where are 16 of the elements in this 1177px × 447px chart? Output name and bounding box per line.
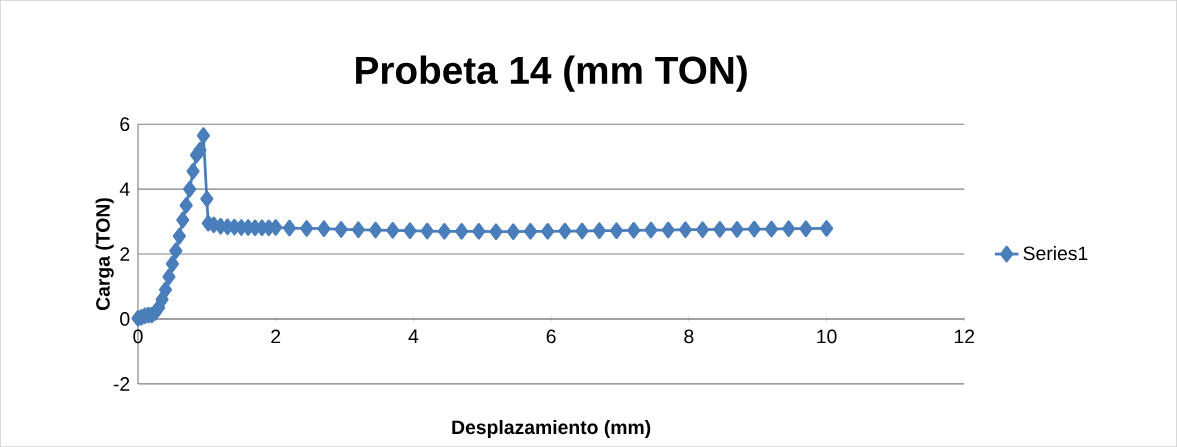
y-tick-label: 2	[120, 247, 130, 261]
y-tick-label: 0	[120, 312, 130, 326]
x-tick-label: 10	[817, 329, 837, 344]
y-tick-label: 4	[119, 182, 130, 196]
y-axis-title: Carga (TON)	[95, 198, 114, 311]
x-tick-label: 2	[271, 329, 281, 344]
x-tick-label: 8	[684, 329, 694, 344]
x-tick-label: 4	[408, 329, 419, 343]
y-tick-label: 6	[120, 117, 130, 132]
y-tick-label: -2	[113, 377, 130, 391]
x-tick-label: 0	[133, 329, 143, 344]
x-axis-title: Desplazamiento (mm)	[452, 419, 651, 438]
legend-label: Series1	[1023, 245, 1088, 261]
x-tick-label: 6	[546, 329, 556, 344]
chart-title: Probeta 14 (mm TON)	[356, 55, 747, 92]
x-tick-label: 12	[954, 329, 975, 344]
